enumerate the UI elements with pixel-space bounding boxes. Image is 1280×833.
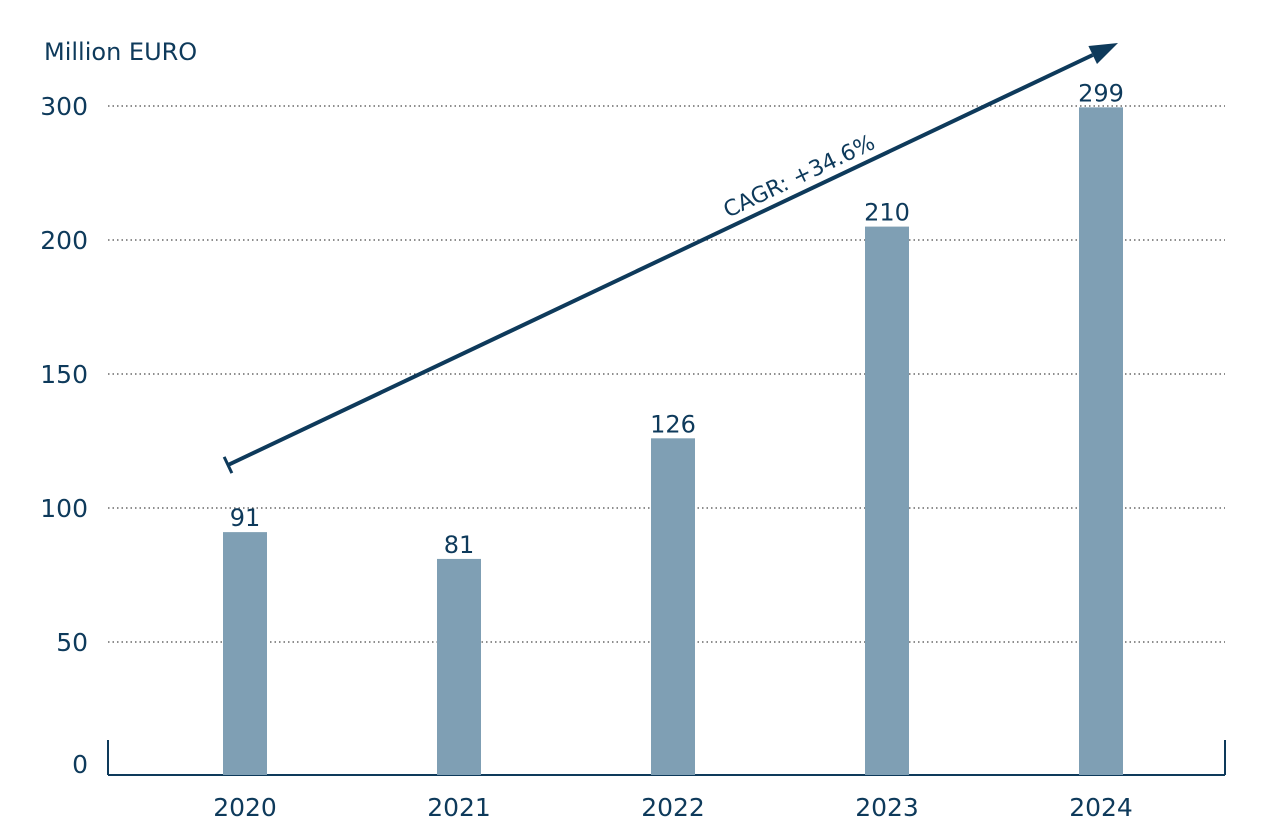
data-labels: 91 81 126 210 299 <box>230 79 1124 559</box>
data-label: 81 <box>444 531 475 559</box>
x-tick-label: 2024 <box>1069 793 1133 822</box>
data-label: 210 <box>864 199 910 227</box>
x-axis-ticks: 2020 2021 2022 2023 2024 <box>213 793 1133 822</box>
cagr-arrow-tail <box>222 456 234 474</box>
bar-2023 <box>865 226 909 776</box>
cagr-arrow-shaft <box>227 53 1094 467</box>
bar-2024 <box>1079 107 1123 776</box>
bar-2021 <box>437 558 481 775</box>
cagr-arrow <box>222 43 1118 474</box>
bars <box>223 107 1123 776</box>
cagr-arrow-head <box>1088 43 1118 65</box>
y-axis-ticks: 0 50 100 150 200 300 <box>40 92 88 779</box>
x-tick-label: 2022 <box>641 793 705 822</box>
bar-2022 <box>651 438 695 775</box>
y-tick-label: 50 <box>56 628 88 657</box>
y-tick-label: 100 <box>40 494 88 523</box>
data-label: 299 <box>1078 79 1124 107</box>
y-tick-label: 150 <box>40 360 88 389</box>
bar-2020 <box>223 532 267 775</box>
y-tick-label: 0 <box>72 750 88 779</box>
x-tick-label: 2020 <box>213 793 277 822</box>
y-tick-label: 300 <box>40 92 88 121</box>
cagr-annotation: CAGR: +34.6% <box>720 130 879 223</box>
x-tick-label: 2021 <box>427 793 491 822</box>
data-label: 91 <box>230 504 261 532</box>
x-tick-label: 2023 <box>855 793 919 822</box>
y-tick-label: 200 <box>40 226 88 255</box>
data-label: 126 <box>650 410 696 438</box>
y-axis-unit-label: Million EURO <box>44 38 197 66</box>
